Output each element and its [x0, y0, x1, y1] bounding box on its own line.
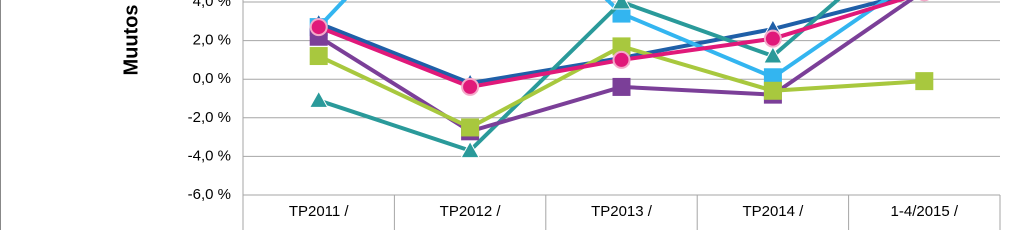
- chart: Muutos 4,0 % 2,0 % 0,0 % -2,0 % -4,0 % -6,0 %…: [0, 0, 1001, 230]
- point: [763, 68, 782, 87]
- y-tick-label: -2,0 %: [188, 109, 231, 126]
- point: [460, 140, 480, 159]
- point: [308, 90, 329, 108]
- x-tick-label: 1-4/2015 /: [891, 203, 959, 220]
- y-tick-label: -4,0 %: [188, 147, 231, 164]
- point: [461, 118, 480, 137]
- y-tick-label: 2,0 %: [193, 32, 231, 49]
- x-tick-label: TP2014 /: [742, 203, 804, 220]
- point: [612, 37, 631, 56]
- x-tick-label: TP2013 /: [591, 203, 653, 220]
- point: [763, 29, 782, 48]
- point: [915, 72, 934, 91]
- point: [612, 77, 631, 96]
- y-axis-title: Muutos: [120, 4, 142, 75]
- point: [461, 77, 480, 96]
- x-tick-label: TP2012 /: [440, 203, 502, 220]
- y-tick-label: 4,0 %: [193, 0, 231, 10]
- point: [309, 18, 328, 37]
- point: [763, 46, 783, 64]
- point: [611, 0, 632, 10]
- point: [309, 47, 328, 66]
- y-tick-label: -6,0 %: [188, 186, 231, 203]
- x-tick-label: TP2011 /: [289, 203, 350, 220]
- point: [612, 50, 631, 69]
- y-tick-label: 0,0 %: [193, 70, 231, 87]
- point: [763, 81, 782, 100]
